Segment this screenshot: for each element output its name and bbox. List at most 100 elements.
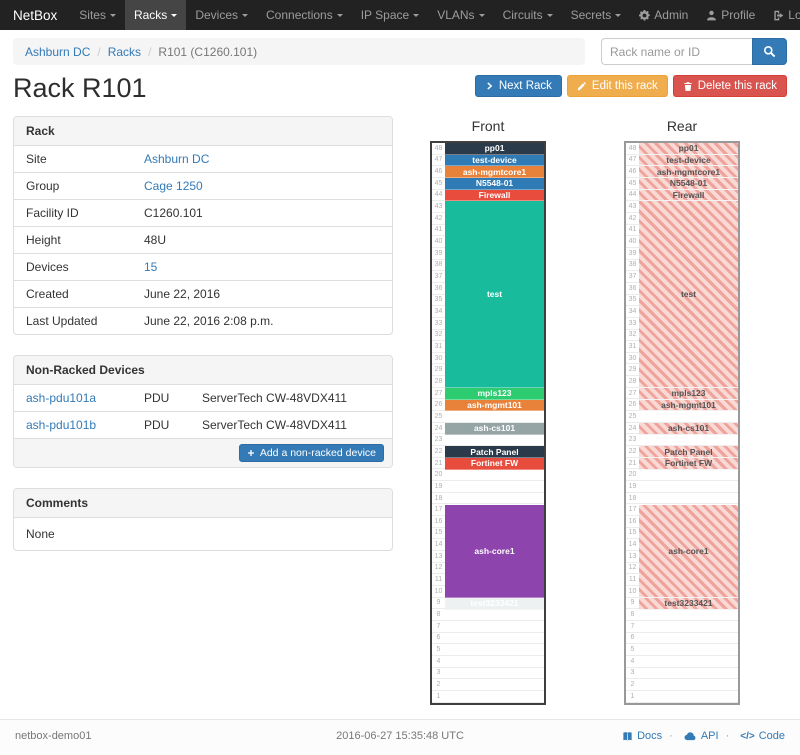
unit-number: 38 [628,261,637,269]
rack-unit-row: 8 [626,609,738,621]
nav-racks[interactable]: Racks [124,0,187,30]
rack-device-pp01[interactable]: pp01 [445,143,544,155]
unit-number: 12 [434,564,443,572]
unit-number: 18 [434,494,443,502]
main-menu: Sites Racks Devices Connections IP Space… [70,0,630,30]
rack-device-ash-core1[interactable]: ash-core1 [445,504,544,598]
search-button[interactable] [752,38,787,65]
unit-number: 14 [628,541,637,549]
rack-unit-row: 4 [432,656,544,668]
unit-number: 21 [628,459,637,467]
devices-count-link[interactable]: 15 [144,260,158,274]
unit-number: 32 [434,331,443,339]
user-icon [707,10,717,20]
rack-device-Fortinet FW[interactable]: Fortinet FW [639,458,738,470]
rack-device-test-device[interactable]: test-device [445,154,544,167]
panel-title: Non-Racked Devices [14,356,392,385]
nav-admin[interactable]: Admin [630,0,697,30]
chevron-right-icon [487,82,493,90]
nav-sites[interactable]: Sites [70,0,125,30]
unit-number: 22 [434,447,443,455]
device-type: PDU [144,391,170,405]
site-link[interactable]: Ashburn DC [144,152,210,166]
unit-number: 24 [628,424,637,432]
table-row: Height 48U [14,226,392,254]
unit-number: 16 [434,517,443,525]
rack-device-Fortinet FW[interactable]: Fortinet FW [445,458,544,470]
rack-device-ash-mgmtcore1[interactable]: ash-mgmtcore1 [639,166,738,178]
docs-link[interactable]: Docs [622,730,662,742]
breadcrumb-racks-link[interactable]: Racks [107,44,142,59]
chevron-down-icon [478,13,485,17]
rack-device-ash-core1[interactable]: ash-core1 [639,504,738,598]
rack-device-test3233421[interactable]: test3233421 [445,598,544,610]
nav-devices[interactable]: Devices [186,0,257,30]
nav-connections[interactable]: Connections [257,0,352,30]
rack-unit-row: 5 [626,644,738,656]
rack-panel: Rack Site Ashburn DC Group Cage 1250 Fac… [13,116,393,335]
add-non-racked-device-button[interactable]: Add a non-racked device [238,444,384,462]
search-icon [763,45,776,58]
nav-vlans[interactable]: VLANs [428,0,493,30]
rack-device-mpls123[interactable]: mpls123 [639,388,738,400]
unit-number: 48 [628,144,637,152]
rack-device-ash-cs101[interactable]: ash-cs101 [445,423,544,435]
table-row: Created June 22, 2016 [14,280,392,308]
unit-number: 9 [436,599,441,607]
table-row: ash-pdu101a PDU ServerTech CW-48VDX411 [14,385,392,412]
nav-circuits[interactable]: Circuits [494,0,562,30]
delete-rack-button[interactable]: Delete this rack [672,75,787,97]
unit-number: 6 [630,634,635,642]
logout-icon [774,10,784,20]
rack-search-input[interactable] [601,38,752,65]
nav-secrets[interactable]: Secrets [562,0,631,30]
edit-rack-button[interactable]: Edit this rack [566,75,668,97]
rack-device-ash-mgmtcore1[interactable]: ash-mgmtcore1 [445,166,544,178]
code-link[interactable]: </> Code [719,730,785,742]
unit-number: 44 [434,191,443,199]
rack-device-test-device[interactable]: test-device [639,154,738,167]
rack-device-N5548-01[interactable]: N5548-01 [445,178,544,190]
unit-number: 22 [628,447,637,455]
unit-number: 24 [434,424,443,432]
rack-device-pp01[interactable]: pp01 [639,143,738,155]
field-label: Group [14,172,132,200]
last-updated-value: June 22, 2016 2:08 p.m. [132,307,392,334]
api-link[interactable]: API [662,730,719,742]
chevron-down-icon [242,13,248,17]
rack-device-test3233421[interactable]: test3233421 [639,598,738,610]
unit-number: 30 [628,354,637,362]
rack-unit-row: 6 [626,633,738,645]
nav-logout[interactable]: Log out [764,0,800,30]
rack-device-Patch Panel[interactable]: Patch Panel [445,446,544,458]
unit-number: 26 [434,401,443,409]
rack-device-ash-mgmt101[interactable]: ash-mgmt101 [639,399,738,412]
rack-device-ash-mgmt101[interactable]: ash-mgmt101 [445,399,544,412]
unit-number: 34 [434,308,443,316]
unit-number: 4 [436,657,441,665]
unit-number: 46 [628,168,637,176]
unit-number: 1 [436,692,441,700]
rack-device-ash-cs101[interactable]: ash-cs101 [639,423,738,435]
unit-number: 29 [628,366,637,374]
rack-device-test[interactable]: test [639,201,738,388]
unit-number: 3 [436,669,441,677]
unit-number: 7 [630,622,635,630]
breadcrumb-site-link[interactable]: Ashburn DC [25,44,91,59]
device-link[interactable]: ash-pdu101b [26,418,97,432]
group-link[interactable]: Cage 1250 [144,179,203,193]
nav-ip-space[interactable]: IP Space [352,0,428,30]
next-rack-button[interactable]: Next Rack [474,75,562,97]
nav-profile[interactable]: Profile [697,0,764,30]
unit-number: 16 [628,517,637,525]
rack-device-test[interactable]: test [445,201,544,388]
rack-device-Firewall[interactable]: Firewall [639,189,738,202]
app-brand[interactable]: NetBox [13,7,58,23]
unit-number: 8 [436,611,441,619]
rack-device-Firewall[interactable]: Firewall [445,189,544,202]
rack-device-Patch Panel[interactable]: Patch Panel [639,446,738,458]
device-link[interactable]: ash-pdu101a [26,391,97,405]
rack-unit-row: 7 [626,621,738,633]
rack-device-N5548-01[interactable]: N5548-01 [639,178,738,190]
rack-device-mpls123[interactable]: mpls123 [445,388,544,400]
